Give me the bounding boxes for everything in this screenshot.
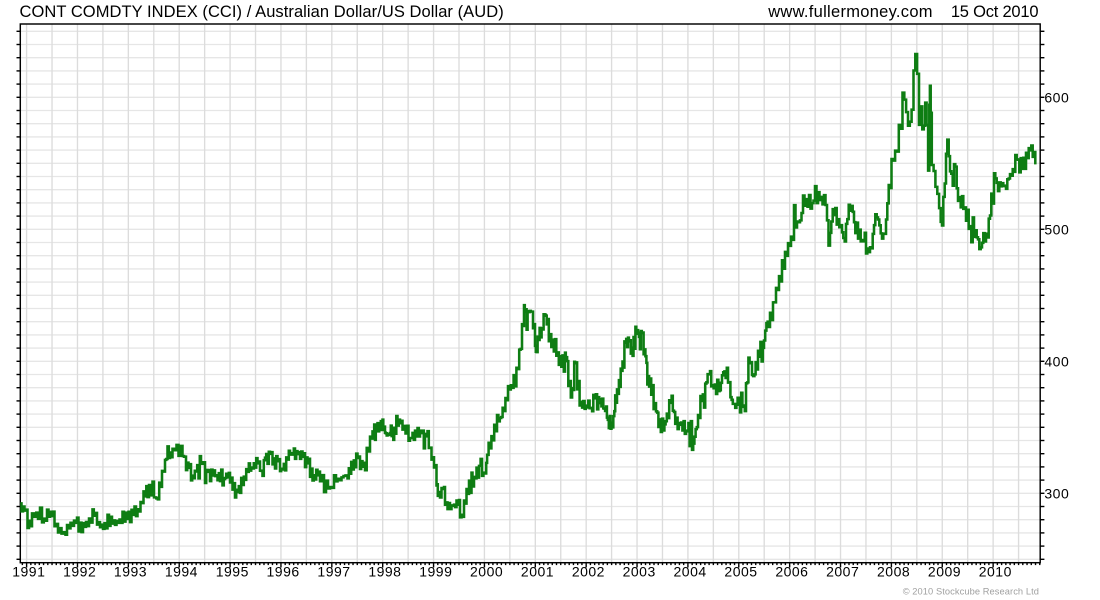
svg-text:1999: 1999	[419, 564, 452, 580]
svg-text:2004: 2004	[674, 564, 707, 580]
svg-text:2006: 2006	[775, 564, 808, 580]
svg-text:© 2010 Stockcube Research Ltd: © 2010 Stockcube Research Ltd	[903, 586, 1039, 596]
svg-text:1991: 1991	[12, 564, 45, 580]
svg-text:2005: 2005	[724, 564, 757, 580]
svg-text:1997: 1997	[317, 564, 350, 580]
svg-text:2010: 2010	[979, 564, 1012, 580]
svg-text:2009: 2009	[928, 564, 961, 580]
svg-text:1998: 1998	[368, 564, 401, 580]
svg-text:2007: 2007	[826, 564, 859, 580]
svg-text:300: 300	[1044, 485, 1069, 501]
svg-text:15 Oct 2010: 15 Oct 2010	[951, 3, 1039, 21]
svg-text:www.fullermoney.com: www.fullermoney.com	[767, 3, 933, 21]
svg-text:1995: 1995	[216, 564, 249, 580]
svg-text:2001: 2001	[521, 564, 554, 580]
svg-text:400: 400	[1044, 353, 1069, 369]
svg-text:1996: 1996	[267, 564, 300, 580]
svg-text:CONT COMDTY INDEX (CCI) / Aust: CONT COMDTY INDEX (CCI) / Australian Dol…	[20, 3, 504, 21]
svg-text:600: 600	[1044, 89, 1069, 105]
svg-text:1993: 1993	[114, 564, 147, 580]
svg-text:1992: 1992	[63, 564, 96, 580]
svg-text:500: 500	[1044, 221, 1069, 237]
svg-text:2008: 2008	[877, 564, 910, 580]
svg-text:2002: 2002	[572, 564, 605, 580]
svg-text:1994: 1994	[165, 564, 198, 580]
svg-text:2003: 2003	[623, 564, 656, 580]
svg-text:2000: 2000	[470, 564, 503, 580]
